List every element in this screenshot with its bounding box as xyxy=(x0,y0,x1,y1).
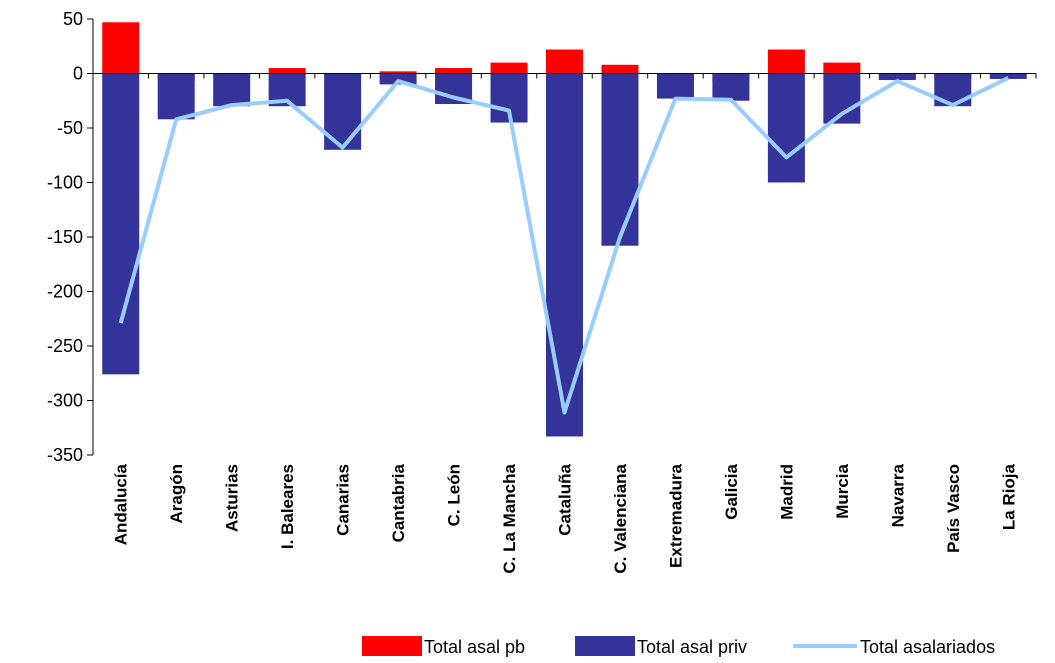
series-total-asal-priv xyxy=(102,73,1027,437)
category-label: C. Valenciana xyxy=(611,463,630,573)
category-label: Cataluña xyxy=(556,463,575,535)
category-label: La Rioja xyxy=(999,463,1018,530)
y-tick-label: -250 xyxy=(47,336,83,356)
y-tick-label: -150 xyxy=(47,227,83,247)
y-tick-label: 0 xyxy=(73,64,83,84)
bar-priv xyxy=(546,73,583,437)
category-label: Galicia xyxy=(722,463,741,519)
category-label: Cantabria xyxy=(389,463,408,542)
bar-priv xyxy=(878,73,916,81)
bar-priv xyxy=(767,73,805,183)
legend-label: Total asalariados xyxy=(860,637,995,657)
category-label: Andalucía xyxy=(112,463,131,545)
category-label: C. La Mancha xyxy=(500,463,519,573)
category-label: C. León xyxy=(445,464,464,526)
y-tick-label: -100 xyxy=(47,173,83,193)
bar-priv xyxy=(157,73,195,120)
category-label: Asturias xyxy=(223,464,242,532)
legend: Total asal pb Total asal priv Total asalar… xyxy=(362,636,995,657)
bar-priv xyxy=(213,73,251,107)
category-label: Aragón xyxy=(167,464,186,524)
series-total-asalariados xyxy=(118,76,1010,415)
y-tick-label: -50 xyxy=(57,118,83,138)
bar-priv xyxy=(601,73,639,246)
y-tick-label: -300 xyxy=(47,391,83,411)
category-label: Madrid xyxy=(777,464,796,520)
legend-label: Total asal pb xyxy=(424,637,525,657)
bar-pb xyxy=(268,68,306,74)
bar-priv xyxy=(656,73,694,99)
line-total-asalariados xyxy=(118,76,1010,415)
legend-label: Total asal priv xyxy=(637,637,747,657)
y-ticks: 50 0 -50 -100 -150 -200 -250 -300 -350 xyxy=(47,9,93,465)
bar-priv xyxy=(102,73,140,375)
bar-priv xyxy=(989,73,1027,79)
category-label: Navarra xyxy=(888,463,907,527)
bar-pb xyxy=(490,62,528,74)
bar-pb xyxy=(601,64,639,74)
bar-priv xyxy=(712,73,750,101)
legend-swatch xyxy=(362,636,422,656)
bar-priv xyxy=(379,73,417,85)
bar-pb xyxy=(102,22,140,74)
category-label: I. Baleares xyxy=(278,464,297,549)
bar-pb xyxy=(379,71,417,74)
bar-pb xyxy=(435,68,473,74)
bar-pb xyxy=(823,62,861,74)
category-label: Murcia xyxy=(833,463,852,518)
category-label: Extremadura xyxy=(666,463,685,567)
y-tick-label: 50 xyxy=(63,9,83,29)
bar-pb xyxy=(546,49,583,74)
y-tick-label: -200 xyxy=(47,282,83,302)
category-labels: Andalucía Aragón Asturias I. Baleares Canari… xyxy=(112,463,1019,573)
category-label: Canarias xyxy=(334,464,353,536)
legend-swatch xyxy=(575,636,635,656)
y-tick-label: -350 xyxy=(47,445,83,465)
series-total-asal-pb xyxy=(102,22,972,82)
bar-pb xyxy=(767,49,805,74)
category-label: País Vasco xyxy=(944,464,963,553)
